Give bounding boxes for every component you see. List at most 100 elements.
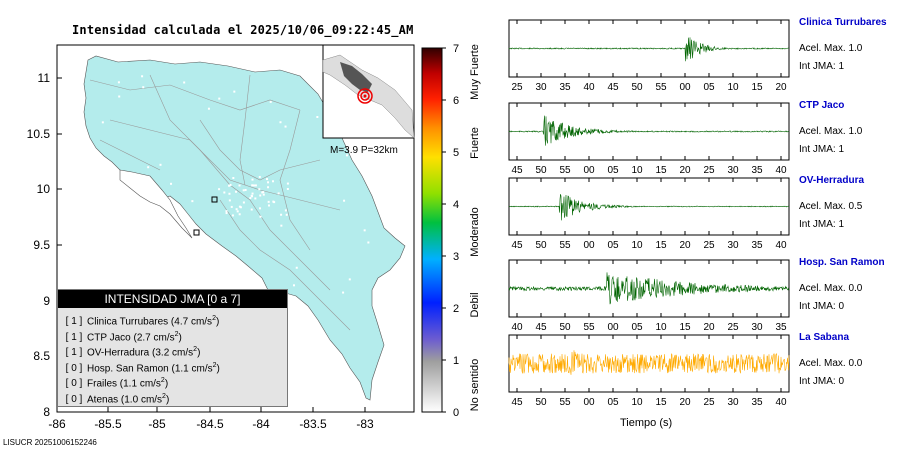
town-dot (259, 194, 262, 197)
town-dot (284, 209, 287, 212)
color-scale-ticks: 0 1 2 3 4 5 6 7 No sentido Debil Moderado Fuerte Muy… (442, 43, 481, 419)
town-dot (272, 200, 275, 203)
town-dot (316, 115, 319, 118)
station-name: CTP Jaco (799, 100, 845, 111)
map-x-tick: -83 (356, 417, 374, 431)
town-dot (249, 197, 252, 200)
town-dot (251, 178, 254, 181)
town-dot (96, 182, 99, 185)
colorbar-tick: 3 (453, 251, 459, 263)
town-dot (286, 187, 289, 190)
legend-title: INTENSIDAD JMA [0 a 7] (58, 290, 287, 308)
town-dot (258, 188, 261, 191)
station-info: La Sabana Acel. Max. 0.0 Int JMA: 0 (799, 332, 862, 387)
map-y-tick: 8 (43, 405, 50, 419)
colorbar-tick: 6 (453, 95, 459, 107)
town-dot (254, 197, 257, 200)
station-marker (193, 229, 200, 236)
town-dot (286, 182, 289, 185)
town-dot (159, 163, 162, 166)
town-dot (272, 180, 275, 183)
town-dot (284, 125, 287, 128)
town-dot (173, 221, 176, 224)
legend-item: [ 0 ] Atenas (1.0 cm/s2) (65, 392, 170, 405)
intensity-legend: INTENSIDAD JMA [0 a 7] [ 1 ] Clinica Turr… (57, 289, 288, 407)
town-dot (250, 194, 253, 197)
town-dot (141, 75, 144, 78)
colorbar-tick: 7 (453, 43, 459, 55)
town-dot (242, 189, 245, 192)
station-intensity: Int JMA: 1 (799, 144, 845, 155)
road-network (89, 74, 351, 331)
town-dot (238, 205, 241, 208)
town-dot (228, 199, 231, 202)
town-dot (262, 193, 265, 196)
town-dot (251, 184, 254, 187)
town-dot (259, 215, 262, 218)
town-dot (228, 192, 231, 195)
town-dot (262, 191, 265, 194)
town-dot (238, 213, 241, 216)
town-dot (268, 204, 271, 207)
colorbar-tick: 5 (453, 147, 459, 159)
town-dot (244, 189, 247, 192)
town-dot (101, 121, 104, 124)
town-dot (233, 90, 236, 93)
legend-item: [ 0 ] Hosp. San Ramon (1.1 cm/s2) (65, 361, 220, 374)
map-y-tick: 8.5 (33, 349, 50, 363)
town-dot (118, 95, 121, 98)
town-dot (231, 214, 234, 217)
inset-label: M=3.9 P=32km (330, 145, 398, 156)
station-accel: Acel. Max. 0.0 (799, 283, 863, 294)
legend-item: [ 0 ] Frailes (1.1 cm/s2) (65, 377, 169, 390)
town-dot (142, 86, 145, 89)
town-dot (225, 210, 228, 213)
town-dot (146, 272, 149, 275)
town-dot (223, 191, 226, 194)
colorbar-category: Muy Fuerte (469, 44, 481, 100)
legend-list: [ 1 ] Clinica Turrubares (4.7 cm/s2) [ 1 ]… (58, 311, 287, 405)
legend-item: [ 1 ] Clinica Turrubares (4.7 cm/s2) (65, 315, 220, 328)
town-dot (183, 81, 186, 84)
legend-item: [ 1 ] OV-Herradura (3.2 cm/s2) (65, 346, 201, 359)
town-dot (170, 182, 173, 185)
map-x-tick: -84 (252, 417, 270, 431)
map-x-tick: -85 (148, 417, 166, 431)
town-dot (191, 200, 194, 203)
station-name: Hosp. San Ramon (799, 257, 885, 268)
town-dot (315, 349, 318, 352)
colorbar-category: Fuerte (469, 127, 481, 159)
town-dot (251, 192, 254, 195)
town-dot (266, 178, 269, 181)
station-name: Clinica Turrubares (799, 17, 887, 28)
town-dot (218, 97, 221, 100)
station-info: Clinica Turrubares Acel. Max. 1.0 Int JMA:… (799, 17, 887, 72)
map-x-tick: -85.5 (94, 417, 122, 431)
station-info: CTP Jaco Acel. Max. 1.0 Int JMA: 1 (799, 100, 862, 155)
colorbar-category: Debil (469, 292, 481, 317)
station-info: OV-Herradura Acel. Max. 0.5 Int JMA: 1 (799, 175, 864, 230)
town-dot (225, 212, 228, 215)
town-dot (305, 309, 308, 312)
epicenter-icon (363, 94, 367, 98)
town-dot (112, 181, 115, 184)
town-dot (228, 184, 231, 187)
town-dot (280, 224, 283, 227)
town-dot (348, 278, 351, 281)
inset-country (340, 62, 372, 92)
town-dot (207, 107, 210, 110)
map-x-tick: -86 (48, 417, 66, 431)
town-dot (363, 229, 366, 232)
town-dot (343, 199, 346, 202)
town-dot (238, 184, 241, 187)
footer-id: LISUCR 20251006152246 (3, 438, 97, 447)
epicenter-icon (357, 88, 373, 104)
station-intensity: Int JMA: 0 (799, 301, 845, 312)
town-dot (242, 201, 245, 204)
map-x-tick: -84.5 (196, 417, 224, 431)
town-dot (218, 188, 221, 191)
town-dot (254, 184, 257, 187)
station-intensity: Int JMA: 1 (799, 61, 845, 72)
town-dot (236, 210, 239, 213)
town-dot (267, 181, 270, 184)
